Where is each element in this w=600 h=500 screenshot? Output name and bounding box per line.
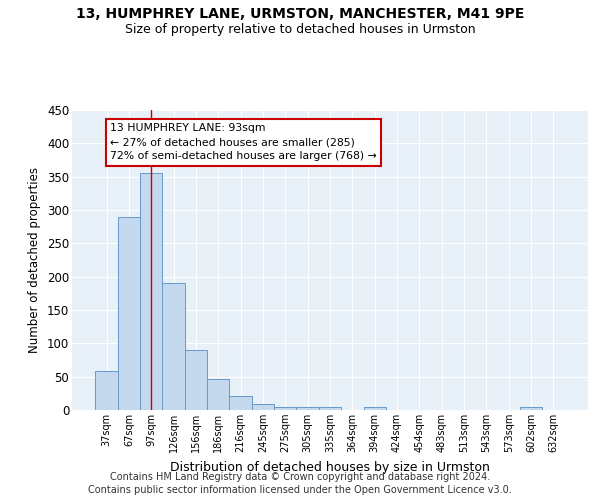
Bar — [185, 350, 207, 410]
Bar — [364, 406, 386, 410]
Text: Contains HM Land Registry data © Crown copyright and database right 2024.
Contai: Contains HM Land Registry data © Crown c… — [88, 472, 512, 495]
Y-axis label: Number of detached properties: Number of detached properties — [28, 167, 41, 353]
Bar — [520, 408, 542, 410]
Text: Size of property relative to detached houses in Urmston: Size of property relative to detached ho… — [125, 22, 475, 36]
Text: 13 HUMPHREY LANE: 93sqm
← 27% of detached houses are smaller (285)
72% of semi-d: 13 HUMPHREY LANE: 93sqm ← 27% of detache… — [110, 124, 377, 162]
Bar — [274, 408, 296, 410]
Bar — [118, 216, 140, 410]
Bar — [296, 406, 319, 410]
X-axis label: Distribution of detached houses by size in Urmston: Distribution of detached houses by size … — [170, 460, 490, 473]
Bar — [140, 174, 163, 410]
Bar — [229, 396, 252, 410]
Bar — [207, 378, 229, 410]
Bar — [163, 282, 185, 410]
Bar — [252, 404, 274, 410]
Text: 13, HUMPHREY LANE, URMSTON, MANCHESTER, M41 9PE: 13, HUMPHREY LANE, URMSTON, MANCHESTER, … — [76, 8, 524, 22]
Bar — [319, 408, 341, 410]
Bar — [95, 372, 118, 410]
